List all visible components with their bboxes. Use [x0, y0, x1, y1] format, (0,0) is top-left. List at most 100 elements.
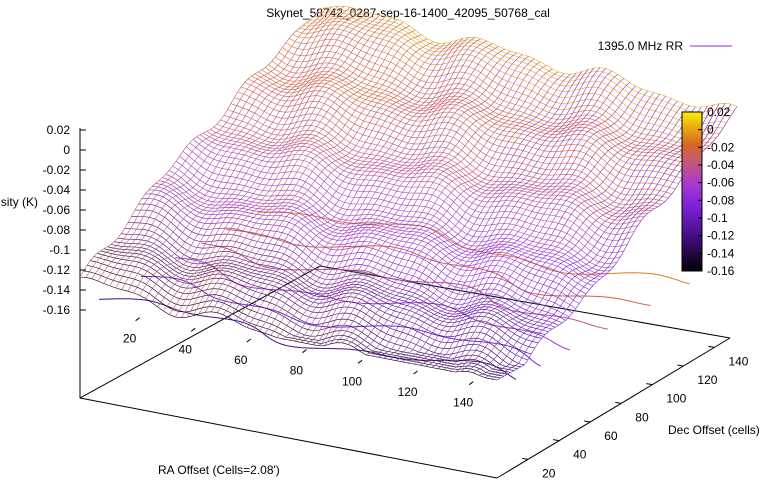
contour-line	[257, 211, 690, 285]
x-tick-label: 140	[453, 396, 473, 410]
surface-col	[127, 12, 368, 292]
surface-col	[157, 19, 398, 307]
y-axis-ticks: 20 40 60 80 100 120 140	[521, 345, 749, 480]
surface-col	[234, 37, 476, 322]
x-tick-label: 40	[179, 342, 193, 356]
x-tick-label: 100	[342, 374, 362, 388]
surface-row	[182, 151, 600, 280]
surface-col	[85, 7, 327, 278]
contour-line	[201, 242, 608, 330]
z-tick-label: 0	[63, 143, 70, 157]
y-tick-mark	[646, 383, 653, 386]
z-tick-label: 0.02	[47, 123, 71, 137]
surface-col	[449, 105, 690, 372]
surface-col	[419, 94, 660, 366]
y-tick-label: 60	[604, 429, 618, 443]
surface-row	[110, 244, 528, 361]
surface-col	[115, 8, 356, 289]
y-axis-label: Dec Offset (cells)	[668, 423, 760, 437]
surface-col	[109, 6, 351, 287]
z-tick-label: -0.06	[43, 203, 71, 217]
surface-col	[133, 13, 374, 294]
surface-col	[169, 25, 410, 315]
surface-col	[79, 8, 321, 278]
y-tick-label: 40	[573, 448, 587, 462]
y-tick-label: 80	[635, 410, 649, 424]
z-tick-label: -0.16	[43, 303, 71, 317]
surface-col	[359, 67, 601, 352]
surface-row	[103, 248, 522, 368]
colorbar-tick-label: 0	[707, 123, 714, 137]
x-axis-label: RA Offset (Cells=2.08')	[158, 463, 280, 477]
surface-col	[91, 6, 333, 279]
surface-row	[213, 126, 631, 241]
x-tick-label: 80	[290, 364, 304, 378]
surface-col	[240, 38, 481, 325]
surface-col	[329, 73, 571, 345]
y-tick-label: 120	[697, 373, 717, 387]
surface-col	[282, 54, 523, 340]
z-tick-label: -0.04	[43, 183, 71, 197]
surface-col	[145, 16, 386, 299]
surface-col	[425, 95, 666, 367]
surface-col	[151, 17, 392, 303]
surface-col	[276, 52, 517, 338]
colorbar-tick-label: -0.16	[707, 264, 735, 278]
y-tick-mark	[553, 439, 560, 442]
surface-col	[413, 92, 654, 365]
surface-col	[222, 38, 464, 315]
surface-col	[341, 71, 583, 344]
surface-col	[181, 34, 422, 318]
x-tick-mark	[357, 359, 363, 364]
surface-col	[204, 42, 446, 313]
surface-col	[312, 68, 553, 345]
legend-label: 1395.0 MHz RR	[598, 39, 684, 53]
colorbar-gradient	[681, 111, 703, 272]
surface-mesh	[79, 5, 738, 381]
surface-row	[316, 9, 734, 113]
x-tick-mark	[468, 381, 474, 386]
z-axis-ticks: 0.02 0 -0.02 -0.04 -0.06 -0.08 -0.1 -0.12 -0.14 -…	[43, 123, 86, 317]
z-tick-label: -0.08	[43, 223, 71, 237]
surface-col	[163, 21, 404, 312]
surface-col	[473, 104, 714, 373]
surface-col	[347, 69, 589, 345]
surface-col	[389, 82, 630, 360]
surface-col	[437, 100, 678, 369]
colorbar-tick-label: -0.06	[707, 176, 735, 190]
y-tick-mark	[677, 364, 684, 367]
surface-col	[210, 41, 452, 312]
y-tick-label: 100	[666, 392, 686, 406]
colorbar-tick-label: -0.14	[707, 246, 735, 260]
surface-col	[353, 67, 595, 348]
z-tick-label: -0.02	[43, 163, 71, 177]
surface-col	[246, 40, 487, 328]
y-tick-mark	[708, 345, 715, 348]
surface-col	[198, 42, 440, 314]
surface-col	[365, 68, 607, 356]
z-tick-label: -0.14	[43, 283, 71, 297]
surface-col	[461, 106, 702, 372]
colorbar-tick-label: -0.04	[707, 158, 735, 172]
surface-col	[431, 98, 672, 368]
surface-col	[264, 48, 505, 334]
contour-line	[226, 229, 651, 306]
x-tick-label: 120	[398, 385, 418, 399]
surface-col	[103, 6, 345, 284]
y-axis-line	[496, 337, 731, 479]
surface-col	[121, 10, 362, 290]
surface-col	[175, 29, 416, 318]
surface-col	[371, 70, 613, 357]
surface-col	[478, 103, 720, 376]
x-tick-label: 20	[123, 332, 137, 346]
x-tick-mark	[135, 317, 140, 322]
x-tick-mark	[302, 349, 307, 354]
surface-row	[93, 256, 511, 373]
surface-col	[401, 88, 642, 362]
colorbar-tick-label: -0.02	[707, 140, 735, 154]
back-axis-line-1	[79, 265, 321, 399]
surface-col	[455, 106, 696, 373]
x-tick-mark	[413, 370, 418, 375]
surface-col	[323, 73, 565, 346]
colorbar-tick-label: 0.02	[707, 105, 731, 119]
